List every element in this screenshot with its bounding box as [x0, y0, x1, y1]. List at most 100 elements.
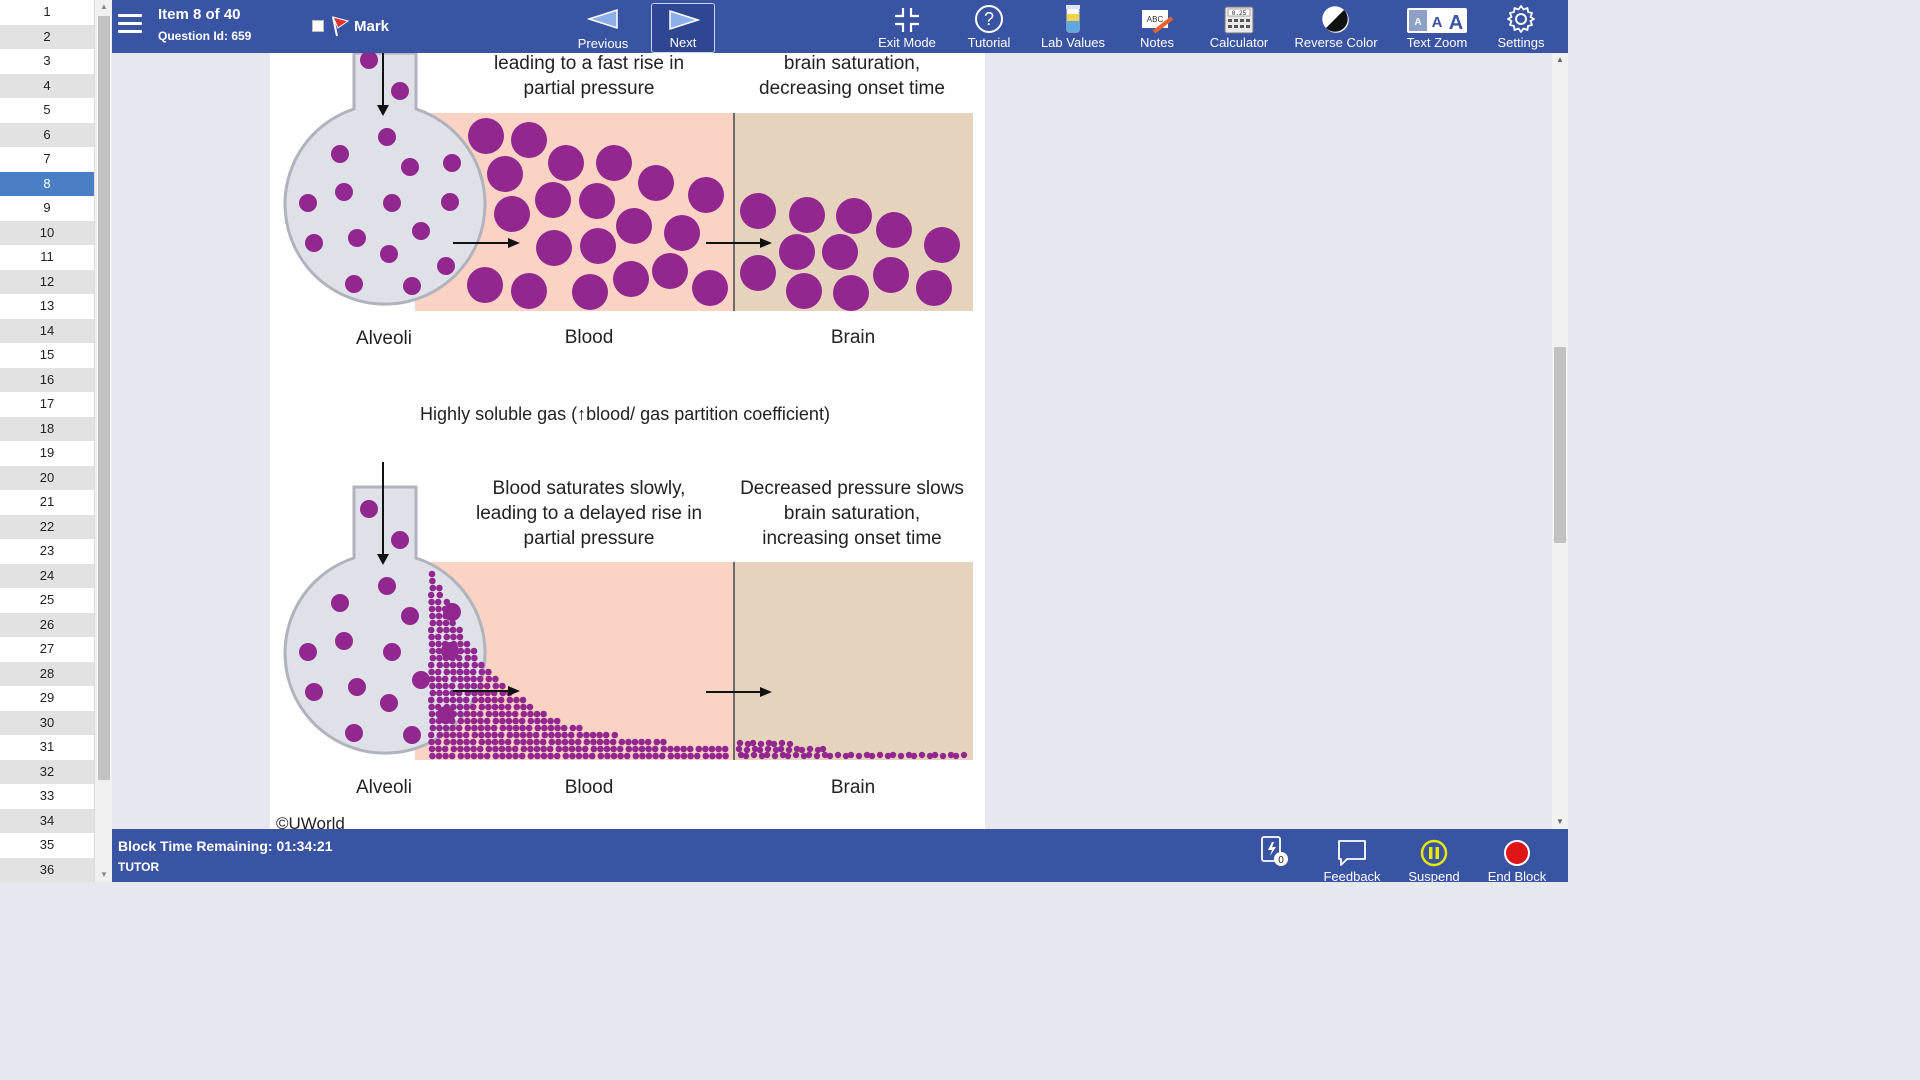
gas-molecule [526, 731, 533, 739]
gas-molecule [441, 710, 449, 718]
gas-molecule [442, 654, 450, 662]
question-list-item[interactable]: 27 [39, 641, 55, 656]
gas-molecule [918, 751, 926, 759]
question-list-item[interactable]: 6 [0, 122, 94, 147]
question-list-item[interactable]: 21 [39, 494, 55, 509]
gas-molecule [457, 717, 465, 725]
question-list-item[interactable]: 33 [39, 788, 55, 803]
scroll-down-arrow[interactable]: ▼ [100, 870, 108, 879]
gas-molecule [471, 724, 478, 732]
gas-molecule [505, 745, 512, 753]
question-list-item[interactable]: 30 [0, 710, 94, 735]
question-list-item[interactable]: 14 [0, 318, 94, 343]
mark-checkbox-box[interactable] [312, 20, 324, 32]
gas-molecule [477, 682, 484, 690]
text-zoom-button[interactable]: A A A Text Zoom [1405, 0, 1469, 53]
question-list-item[interactable]: 24 [0, 563, 94, 588]
speech-bubble-icon [1338, 840, 1366, 866]
question-list-item[interactable]: 17 [39, 396, 55, 411]
question-list-item[interactable]: 1 [43, 4, 51, 19]
content-scroll-thumb[interactable] [1554, 347, 1566, 543]
flag-icon [332, 16, 350, 37]
question-list-item[interactable]: 12 [0, 269, 94, 294]
mark-checkbox[interactable]: Mark [312, 15, 389, 37]
question-list-item[interactable]: 13 [39, 298, 55, 313]
gas-molecule [778, 739, 786, 747]
gas-molecule [335, 183, 353, 201]
scroll-up-arrow[interactable]: ▲ [100, 2, 108, 11]
notes-button[interactable]: ABC Notes [1134, 0, 1180, 53]
end-block-button[interactable]: End Block [1484, 829, 1550, 882]
gas-molecule [476, 745, 484, 753]
question-list-item[interactable]: 26 [0, 612, 94, 637]
question-list-item[interactable]: 7 [43, 151, 51, 166]
question-list-item[interactable]: 20 [0, 465, 94, 490]
gas-molecule [449, 661, 457, 669]
exit-mode-button[interactable]: Exit Mode [876, 0, 938, 53]
question-list-item[interactable]: 10 [0, 220, 94, 245]
gas-molecule [497, 696, 505, 704]
end-block-label: End Block [1487, 869, 1547, 882]
question-list-item[interactable]: 16 [0, 367, 94, 392]
gas-molecule [443, 696, 450, 704]
flashcard-button[interactable]: 0 [1256, 829, 1290, 882]
reverse-color-button[interactable]: Reverse Color [1294, 0, 1378, 53]
bottom-label-alveoli: Alveoli [356, 777, 412, 798]
question-list-item[interactable]: 15 [39, 347, 55, 362]
gas-molecule [443, 738, 451, 746]
gas-molecule [834, 751, 842, 759]
settings-button[interactable]: Settings [1496, 0, 1546, 53]
question-list-item[interactable]: 28 [0, 661, 94, 686]
gas-molecule [660, 738, 667, 746]
gas-molecule [527, 710, 534, 718]
bottom-blood-molecules [427, 570, 729, 760]
lab-values-button[interactable]: Lab Values [1037, 0, 1109, 53]
gas-molecule [435, 710, 442, 718]
lab-flask-icon [1066, 5, 1080, 33]
question-list-item[interactable]: 2 [0, 24, 94, 49]
next-button[interactable]: Next [651, 3, 715, 53]
calculator-button[interactable]: 0.25 Calculator [1207, 0, 1271, 53]
previous-button[interactable]: Previous [571, 3, 635, 53]
gas-molecule [548, 145, 584, 181]
question-list-item[interactable]: 29 [39, 690, 55, 705]
tutorial-button[interactable]: ? Tutorial [963, 0, 1015, 53]
gas-molecule [442, 717, 449, 725]
question-list-item[interactable]: 4 [0, 73, 94, 98]
content-scroll-up-arrow[interactable]: ▲ [1556, 55, 1564, 64]
question-list-item[interactable]: 35 [39, 837, 55, 852]
question-list-item[interactable]: 9 [43, 200, 51, 215]
gas-molecule [443, 703, 451, 711]
question-list-item[interactable]: 8 [0, 171, 94, 196]
gas-molecule [378, 577, 396, 595]
suspend-button[interactable]: Suspend [1404, 829, 1464, 882]
question-list-item[interactable]: 23 [39, 543, 55, 558]
feedback-button[interactable]: Feedback [1322, 829, 1382, 882]
question-list-item[interactable]: 11 [40, 249, 54, 264]
gas-molecule [535, 182, 571, 218]
question-list-item[interactable]: 36 [0, 857, 94, 882]
question-list-item[interactable]: 18 [0, 416, 94, 441]
tutorial-label: Tutorial [967, 35, 1011, 50]
question-list-item[interactable]: 3 [43, 53, 51, 68]
gas-molecule [478, 731, 485, 739]
gas-molecule [470, 745, 477, 753]
question-list-item[interactable]: 31 [39, 739, 55, 754]
question-list-item[interactable]: 32 [0, 759, 94, 784]
question-list-item[interactable]: 19 [39, 445, 55, 460]
gas-molecule [553, 752, 561, 760]
bottom-panel: Blood saturates slowly, leading to a del… [283, 462, 973, 798]
question-list-scroll-thumb[interactable] [98, 16, 110, 780]
content-scrollbar[interactable]: ▲ ▼ [1552, 53, 1568, 829]
question-list-item[interactable]: 25 [39, 592, 55, 607]
question-list-item[interactable]: 22 [0, 514, 94, 539]
menu-button[interactable] [118, 14, 142, 38]
gas-molecule [427, 626, 435, 634]
question-list-item[interactable]: 5 [43, 102, 51, 117]
gas-molecule [520, 710, 528, 718]
question-list-item[interactable]: 34 [0, 808, 94, 833]
gas-molecule [478, 738, 486, 746]
gas-molecule [590, 745, 598, 753]
question-list-scrollbar[interactable]: ▲ ▼ [94, 0, 112, 882]
content-scroll-down-arrow[interactable]: ▼ [1556, 817, 1564, 826]
